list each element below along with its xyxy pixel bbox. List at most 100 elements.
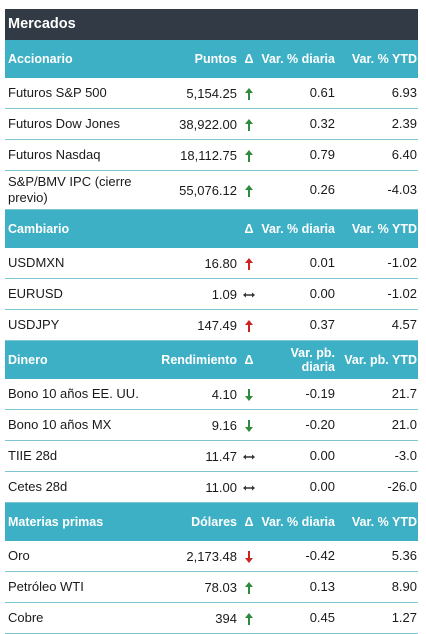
ytd-change: 6.40 <box>391 146 417 162</box>
instrument-value: 147.49 <box>197 317 237 333</box>
column-header: Rendimiento <box>161 353 237 367</box>
instrument-value: 9.16 <box>211 417 237 433</box>
column-header: Var. % diaria <box>261 221 335 236</box>
change-direction <box>239 448 259 464</box>
column-header: Cambiario <box>8 222 70 236</box>
change-direction <box>239 417 259 433</box>
arrow-down-icon <box>245 419 253 432</box>
ytd-change: 6.93 <box>391 84 417 100</box>
instrument-name: Cetes 28d <box>8 478 68 494</box>
table-row: Futuros S&P 500 5,154.25 0.61 6.93 <box>5 78 418 109</box>
change-direction <box>239 255 259 271</box>
table-row: Oro 2,173.48 -0.42 5.36 <box>5 541 418 572</box>
daily-change: -0.20 <box>305 416 335 432</box>
column-header: Var. % YTD <box>351 51 417 66</box>
daily-change: -0.19 <box>305 385 335 401</box>
instrument-value: 78.03 <box>204 579 237 595</box>
table-title: Mercados <box>5 9 418 40</box>
table-row: Bono 10 años EE. UU. 4.10 -0.19 21.7 <box>5 379 418 410</box>
section-header: Materias primas Dólares Δ Var. % diaria Var.… <box>5 503 418 541</box>
table-row: Bono 10 años MX 9.16 -0.20 21.0 <box>5 410 418 441</box>
ytd-change: -3.0 <box>394 447 417 463</box>
left-right-arrow-icon <box>243 292 255 298</box>
instrument-name: Futuros Nasdaq <box>8 146 101 162</box>
arrow-up-icon <box>245 184 253 197</box>
arrow-up-icon <box>245 612 253 625</box>
ytd-change: -4.03 <box>387 181 417 197</box>
change-direction <box>239 610 259 626</box>
arrow-up-icon <box>245 581 253 594</box>
change-direction <box>239 579 259 595</box>
table-row: EURUSD 1.09 0.00 -1.02 <box>5 279 418 310</box>
table-row: Futuros Nasdaq 18,112.75 0.79 6.40 <box>5 140 418 171</box>
section-header: Accionario Puntos Δ Var. % diaria Var. % YTD <box>5 40 418 78</box>
instrument-value: 5,154.25 <box>186 85 237 101</box>
column-header: Δ <box>244 353 254 367</box>
arrow-up-icon <box>245 87 253 100</box>
arrow-up-icon <box>245 118 253 131</box>
daily-change: 0.61 <box>309 84 335 100</box>
table-row: USDMXN 16.80 0.01 -1.02 <box>5 248 418 279</box>
instrument-value: 4.10 <box>211 386 237 402</box>
ytd-change: -1.02 <box>387 254 417 270</box>
column-header: Dólares <box>191 515 237 529</box>
instrument-name: Futuros S&P 500 <box>8 84 107 100</box>
ytd-change: 1.27 <box>391 609 417 625</box>
change-direction <box>239 147 259 163</box>
arrow-up-icon <box>245 319 253 332</box>
change-direction <box>239 479 259 495</box>
change-direction <box>239 317 259 333</box>
table-row: Petróleo WTI 78.03 0.13 8.90 <box>5 572 418 603</box>
column-header: Var. % diaria <box>261 51 335 66</box>
table-row: S&P/BMV IPC (cierre previo) 55,076.12 0.26… <box>5 171 418 210</box>
ytd-change: 5.36 <box>391 547 417 563</box>
section-header: Cambiario Δ Var. % diaria Var. % YTD <box>5 210 418 248</box>
column-header: Puntos <box>194 52 237 66</box>
instrument-name: S&P/BMV IPC (cierre previo) <box>8 173 132 205</box>
ytd-change: -1.02 <box>387 285 417 301</box>
instrument-name: TIIE 28d <box>8 447 58 463</box>
change-direction <box>239 548 259 564</box>
left-right-arrow-icon <box>243 485 255 491</box>
arrow-up-icon <box>245 149 253 162</box>
arrow-down-icon <box>245 550 253 563</box>
instrument-value: 55,076.12 <box>179 182 237 198</box>
ytd-change: 21.0 <box>391 416 417 432</box>
instrument-value: 2,173.48 <box>186 548 237 564</box>
arrow-down-icon <box>245 388 253 401</box>
change-direction <box>239 386 259 402</box>
column-header: Var. % diaria <box>261 514 335 529</box>
column-header: Var. % YTD <box>351 221 417 236</box>
daily-change: -0.42 <box>305 547 335 563</box>
daily-change: 0.00 <box>309 447 335 463</box>
instrument-name: Futuros Dow Jones <box>8 115 120 131</box>
markets-table: Mercados Accionario Puntos Δ Var. % diaria V… <box>5 9 418 634</box>
instrument-value: 394 <box>215 610 237 626</box>
change-direction <box>239 116 259 132</box>
table-row: Futuros Dow Jones 38,922.00 0.32 2.39 <box>5 109 418 140</box>
daily-change: 0.32 <box>309 115 335 131</box>
left-right-arrow-icon <box>243 454 255 460</box>
ytd-change: 8.90 <box>391 578 417 594</box>
daily-change: 0.26 <box>309 181 335 197</box>
daily-change: 0.13 <box>309 578 335 594</box>
instrument-value: 18,112.75 <box>180 147 237 163</box>
column-header: Accionario <box>8 52 73 66</box>
daily-change: 0.01 <box>309 254 335 270</box>
daily-change: 0.37 <box>309 316 335 332</box>
instrument-name: Bono 10 años EE. UU. <box>8 385 139 401</box>
instrument-value: 38,922.00 <box>179 116 237 132</box>
section-header: Dinero Rendimiento Δ Var. pb. diaria Var. pb… <box>5 341 418 379</box>
column-header: Δ <box>244 515 254 529</box>
change-direction <box>239 85 259 101</box>
table-body: Accionario Puntos Δ Var. % diaria Var. % YTD… <box>5 40 418 634</box>
instrument-name: USDJPY <box>8 316 60 332</box>
column-header: Var. pb. YTD <box>344 352 417 367</box>
instrument-name: Cobre <box>8 609 44 625</box>
change-direction <box>239 182 259 198</box>
table-row: Cetes 28d 11.00 0.00 -26.0 <box>5 472 418 503</box>
instrument-name: EURUSD <box>8 285 63 301</box>
instrument-name: Oro <box>8 547 30 563</box>
table-row: Cobre 394 0.45 1.27 <box>5 603 418 634</box>
instrument-name: Petróleo WTI <box>8 578 84 594</box>
